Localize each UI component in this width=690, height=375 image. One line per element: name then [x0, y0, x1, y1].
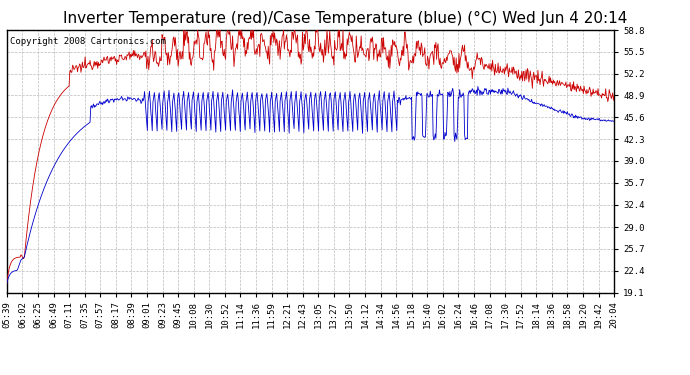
- Text: Copyright 2008 Cartronics.com: Copyright 2008 Cartronics.com: [10, 37, 166, 46]
- Text: Inverter Temperature (red)/Case Temperature (blue) (°C) Wed Jun 4 20:14: Inverter Temperature (red)/Case Temperat…: [63, 11, 627, 26]
